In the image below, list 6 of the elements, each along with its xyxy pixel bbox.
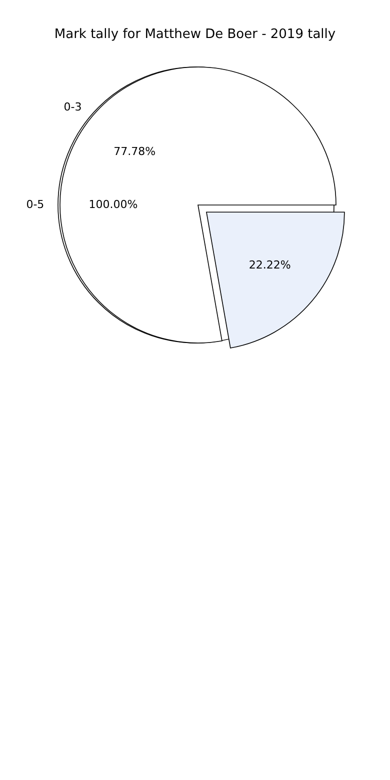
data-label: 100.00%: [88, 198, 138, 212]
slice-label: 0-5: [26, 198, 44, 212]
data-label: 77.78%: [114, 144, 156, 158]
data-label: 22.22%: [248, 258, 291, 272]
slice-label: 0-3: [64, 100, 82, 114]
chart-title: Mark tally for Matthew De Boer - 2019 tally: [54, 27, 336, 42]
